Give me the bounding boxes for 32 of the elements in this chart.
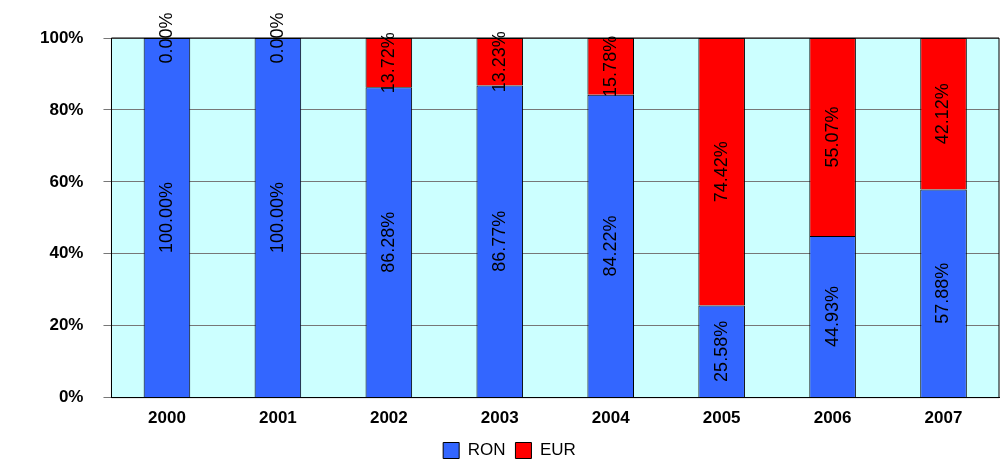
legend-label: RON	[467, 440, 506, 460]
y-tick-label: 40%	[49, 243, 84, 263]
data-label: 44.93%	[821, 286, 842, 348]
data-label: 84.22%	[599, 215, 620, 277]
data-label: 0.00%	[155, 12, 176, 64]
data-label: 86.77%	[488, 210, 509, 272]
y-tick-label: 0%	[58, 387, 84, 407]
y-tick-label: 60%	[49, 171, 84, 191]
data-label: 86.28%	[377, 211, 398, 273]
data-label: 74.42%	[710, 141, 731, 203]
data-label: 13.23%	[488, 31, 509, 93]
y-tick-label: 20%	[49, 315, 84, 335]
x-tick-label: 2006	[813, 408, 852, 428]
data-label: 0.00%	[266, 12, 287, 64]
x-tick-label: 2001	[258, 408, 297, 428]
x-tick-label: 2000	[148, 408, 186, 428]
data-label: 57.88%	[932, 262, 953, 324]
x-tick-label: 2003	[480, 408, 519, 428]
x-tick-label: 2007	[924, 408, 963, 428]
data-label: 100.00%	[155, 182, 176, 254]
y-tick-label: 100%	[40, 27, 84, 47]
y-tick-label: 80%	[49, 99, 84, 119]
data-label: 25.58%	[710, 320, 731, 382]
data-label: 55.07%	[821, 106, 842, 168]
data-label: 42.12%	[932, 83, 953, 145]
x-tick-label: 2005	[702, 408, 741, 428]
data-label: 15.78%	[599, 35, 620, 97]
data-label: 100.00%	[266, 182, 287, 254]
x-tick-label: 2002	[369, 408, 408, 428]
data-label: 13.72%	[377, 32, 398, 94]
x-tick-label: 2004	[591, 408, 631, 428]
legend-label: EUR	[539, 440, 576, 460]
